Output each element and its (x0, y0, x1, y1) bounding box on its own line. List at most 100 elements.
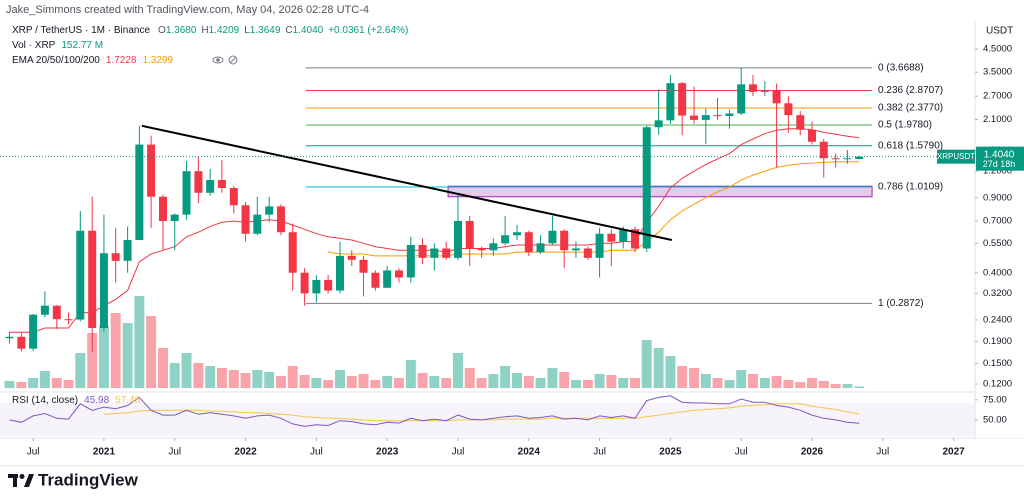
volume-bar (122, 323, 133, 388)
ohlc-key: O (158, 25, 166, 36)
candle-body (678, 83, 687, 116)
candle-body (229, 188, 238, 206)
volume-bar (452, 353, 463, 388)
candle-body (371, 272, 380, 288)
volume-bar (618, 378, 629, 388)
y-tick-label: 0.1900 (983, 336, 1012, 347)
ema-line: EMA 20/50/100/200 1.7228 1.3299 (12, 55, 173, 66)
candle-body (288, 232, 297, 273)
volume-bar (87, 333, 98, 388)
volume-bar (512, 373, 523, 388)
y-tick-label: 2.1000 (983, 114, 1012, 125)
volume-bar (146, 316, 157, 388)
volume-bar (854, 386, 865, 388)
volume-bar (807, 378, 818, 388)
volume-bar (712, 378, 723, 388)
volume-bar (547, 368, 558, 388)
candle-body (453, 221, 462, 258)
volume-line: Vol · XRP 152.77 M (12, 40, 103, 51)
candle-body (784, 103, 793, 116)
fib-label: 0.236 (2.8707) (878, 85, 943, 96)
volume-bar (51, 378, 62, 388)
x-tick-label: 2026 (801, 447, 824, 458)
candle-body (347, 255, 356, 260)
ohlc-key: L (244, 25, 250, 36)
candle-body (5, 336, 14, 339)
candle-body (194, 171, 203, 193)
volume-bar (346, 376, 357, 388)
volume-bar (181, 353, 192, 388)
volume-bar (63, 380, 74, 388)
volume-bar (830, 384, 841, 388)
volume-bar (570, 380, 581, 388)
zone (447, 185, 873, 198)
volume-bar (382, 376, 393, 388)
candle-body (418, 244, 427, 258)
volume-bar (358, 374, 369, 388)
volume-label: Vol · XRP (12, 40, 56, 51)
candle-body (690, 115, 699, 120)
candle-body (560, 230, 569, 251)
candle-body (76, 230, 85, 320)
x-tick-label: 2023 (376, 447, 399, 458)
candle-body (147, 144, 156, 197)
candle-body (123, 239, 132, 261)
candle-body (713, 115, 722, 117)
candle-body (855, 156, 864, 160)
volume-bar (370, 380, 381, 388)
volume-bar (157, 348, 168, 388)
symbol-line: XRP / TetherUS · 1M · Binance O1.3680 H1.4… (12, 25, 408, 36)
candle-body (324, 279, 333, 291)
y-tick-label: 3.5000 (983, 67, 1012, 78)
volume-bar (252, 370, 263, 388)
candle-body (737, 84, 746, 114)
volume-bar (559, 372, 570, 388)
y-tick-label: 2.7000 (983, 91, 1012, 102)
volume-bar (311, 378, 322, 388)
candle-body (312, 279, 321, 294)
candle-body (17, 336, 26, 349)
candle-body (40, 305, 49, 315)
y-tick-label: 0.1200 (983, 379, 1012, 390)
fib-label: 0.786 (1.0109) (878, 182, 943, 193)
volume-bar (287, 366, 298, 388)
volume-bar (335, 370, 346, 388)
x-tick-label: 2027 (942, 447, 965, 458)
change: +0.0361 (+2.64%) (328, 25, 408, 36)
candle-body (524, 232, 533, 253)
volume-bar (299, 375, 310, 388)
ohlc-key: H (201, 25, 208, 36)
y-tick-label: 0.1500 (983, 358, 1012, 369)
candle-body (359, 259, 368, 273)
candle-body (88, 230, 97, 329)
footer-logo: TradingView (38, 470, 139, 489)
volume-bar (405, 360, 416, 388)
volume-bar (724, 380, 735, 388)
volume-bar (39, 371, 50, 388)
candle-body (265, 206, 274, 215)
y-tick-label: 0.3200 (983, 288, 1012, 299)
candle-body (831, 158, 840, 160)
candle-body (796, 115, 805, 130)
volume-bar (393, 378, 404, 388)
volume-bar (417, 373, 428, 388)
symbol: XRP / TetherUS · 1M · Binance (12, 25, 150, 36)
ohlc-key: C (285, 25, 292, 36)
candle-body (241, 205, 250, 234)
candle-body (276, 206, 285, 233)
volume-bar (665, 356, 676, 388)
price-tag (976, 146, 1024, 171)
candle-body (406, 244, 415, 278)
volume-bar (275, 376, 286, 388)
candle-body (300, 272, 309, 294)
y-tick-label: 0.2400 (983, 314, 1012, 325)
candle-body (619, 229, 628, 242)
candle-body (701, 115, 710, 120)
price-tag-countdown: 27d 18h (983, 159, 1016, 169)
price-tag-text: 1.4040 (984, 149, 1015, 160)
volume-value: 152.77 M (61, 40, 103, 51)
volume-bar (677, 366, 688, 388)
candle-body (536, 243, 545, 253)
volume-bar (500, 366, 511, 388)
